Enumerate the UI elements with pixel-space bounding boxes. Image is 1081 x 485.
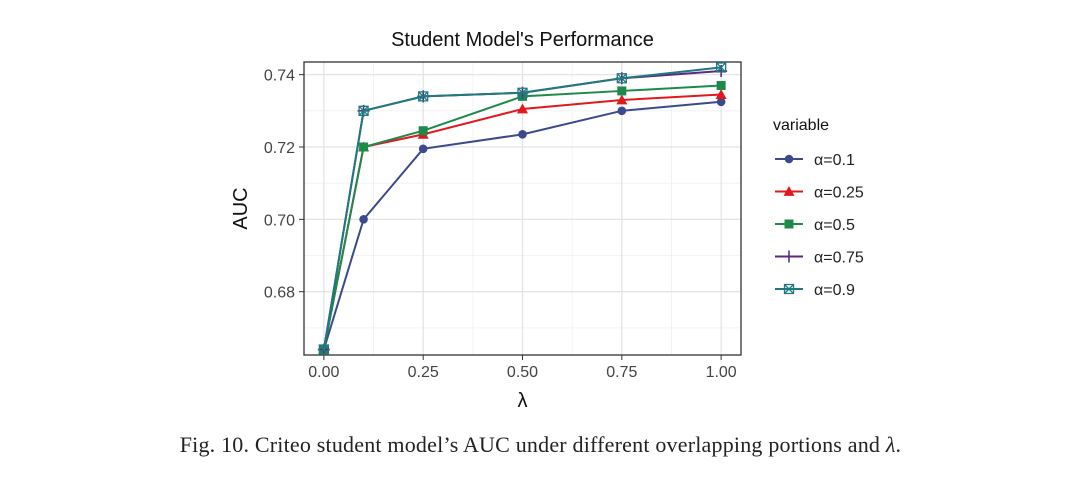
- series-0-25-point: [715, 89, 727, 99]
- legend-0-25-label: α=0.25: [814, 185, 864, 202]
- series-0-1-line: [322, 100, 722, 350]
- series-0-9-point: [318, 344, 330, 355]
- y-tick-label: 0.74: [264, 68, 295, 85]
- series-0-5-point: [418, 126, 428, 136]
- y-tick-label: 0.70: [264, 212, 295, 229]
- series-0-9-point: [418, 91, 429, 102]
- series-0-5-point: [359, 142, 369, 152]
- series-0-5-point: [716, 81, 726, 91]
- legend-title: variable: [773, 117, 829, 134]
- y-tick-label: 0.68: [264, 285, 295, 302]
- chart-title: Student Model's Performance: [391, 29, 654, 51]
- y-axis-label: AUC: [230, 187, 252, 229]
- caption-period: .: [895, 432, 902, 457]
- x-tick-label: 1.00: [706, 364, 737, 381]
- legend-0-5-marker: [784, 219, 794, 229]
- series-0-25-point: [517, 103, 528, 114]
- legend-0-75-marker: [783, 250, 795, 263]
- series-0-9-line: [322, 66, 722, 350]
- x-tick-label: 0.75: [606, 364, 637, 381]
- legend-0-9-label: α=0.9: [814, 282, 855, 299]
- series-0-9-point: [358, 105, 369, 116]
- legend-0-9-marker: [783, 283, 795, 295]
- legend-0-5-label: α=0.5: [814, 217, 855, 234]
- y-tick-label: 0.72: [264, 140, 295, 157]
- series-0-1-point: [418, 144, 428, 154]
- series-0-5-line: [322, 84, 722, 350]
- x-tick-label: 0.50: [507, 364, 538, 381]
- x-tick-label: 0.00: [308, 364, 339, 381]
- series-0-1-point: [617, 106, 627, 116]
- figure-caption: Fig. 10. Criteo student model’s AUC unde…: [0, 432, 1081, 458]
- legend-0-75-label: α=0.75: [814, 250, 864, 267]
- legend-0-1-label: α=0.1: [814, 152, 855, 169]
- caption-text: Fig. 10. Criteo student model’s AUC unde…: [179, 432, 886, 457]
- series-0-1-point: [359, 215, 368, 224]
- series-0-9-point: [517, 87, 528, 98]
- x-tick-label: 0.25: [408, 364, 439, 381]
- legend-0-25-marker: [783, 186, 795, 196]
- series-0-1-point: [716, 97, 726, 107]
- x-axis-label: λ: [518, 390, 528, 412]
- series-0-5-point: [617, 86, 627, 96]
- series-0-25-point: [616, 94, 628, 105]
- series-0-1-point: [518, 130, 527, 139]
- series-0-9-point: [616, 73, 627, 84]
- caption-lambda: λ: [885, 432, 896, 457]
- legend-0-1-marker: [784, 154, 794, 164]
- series-0-9-point: [715, 62, 727, 73]
- auc-line-chart: 0.00 0.25 0.50 0.75 1.00 0.68 0.70 0.72 0.74 Stud…: [230, 29, 864, 412]
